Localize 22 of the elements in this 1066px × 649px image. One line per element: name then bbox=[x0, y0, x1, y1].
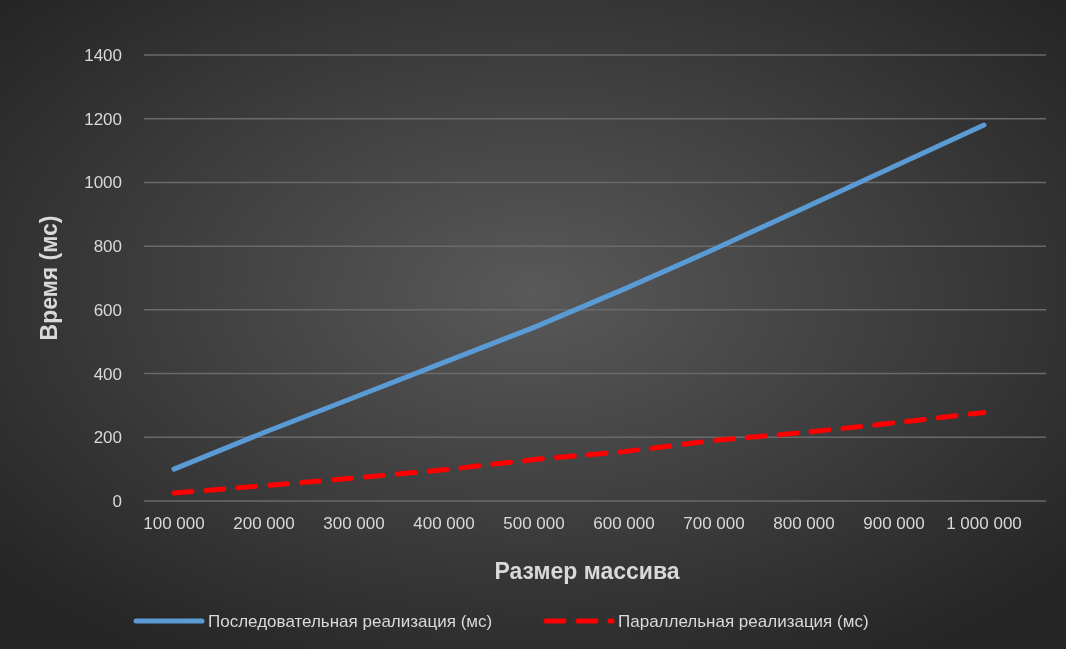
x-tick-label: 200 000 bbox=[233, 514, 295, 533]
x-axis-title: Размер массива bbox=[494, 558, 680, 584]
legend-label: Последовательная реализация (мс) bbox=[208, 611, 493, 631]
x-tick-label: 600 000 bbox=[593, 514, 655, 533]
y-tick-label: 1200 bbox=[84, 109, 122, 129]
x-tick-label: 400 000 bbox=[413, 514, 475, 533]
y-axis-title: Время (мс) bbox=[36, 215, 62, 341]
x-tick-label: 700 000 bbox=[683, 514, 745, 533]
x-tick-label: 900 000 bbox=[863, 514, 925, 533]
x-tick-label: 500 000 bbox=[503, 514, 565, 533]
y-tick-label: 400 bbox=[93, 364, 122, 384]
legend-label: Параллельная реализация (мс) bbox=[618, 611, 869, 631]
y-tick-label: 0 bbox=[112, 491, 122, 511]
y-tick-label: 200 bbox=[93, 428, 122, 448]
x-tick-label: 1 000 000 bbox=[946, 514, 1022, 533]
x-tick-label: 800 000 bbox=[773, 514, 835, 533]
y-tick-label: 1000 bbox=[84, 173, 122, 193]
x-tick-label: 100 000 bbox=[143, 514, 205, 533]
y-tick-label: 1400 bbox=[84, 45, 122, 65]
y-tick-label: 600 bbox=[93, 300, 122, 320]
y-tick-label: 800 bbox=[93, 237, 122, 257]
x-tick-label: 300 000 bbox=[323, 514, 385, 533]
